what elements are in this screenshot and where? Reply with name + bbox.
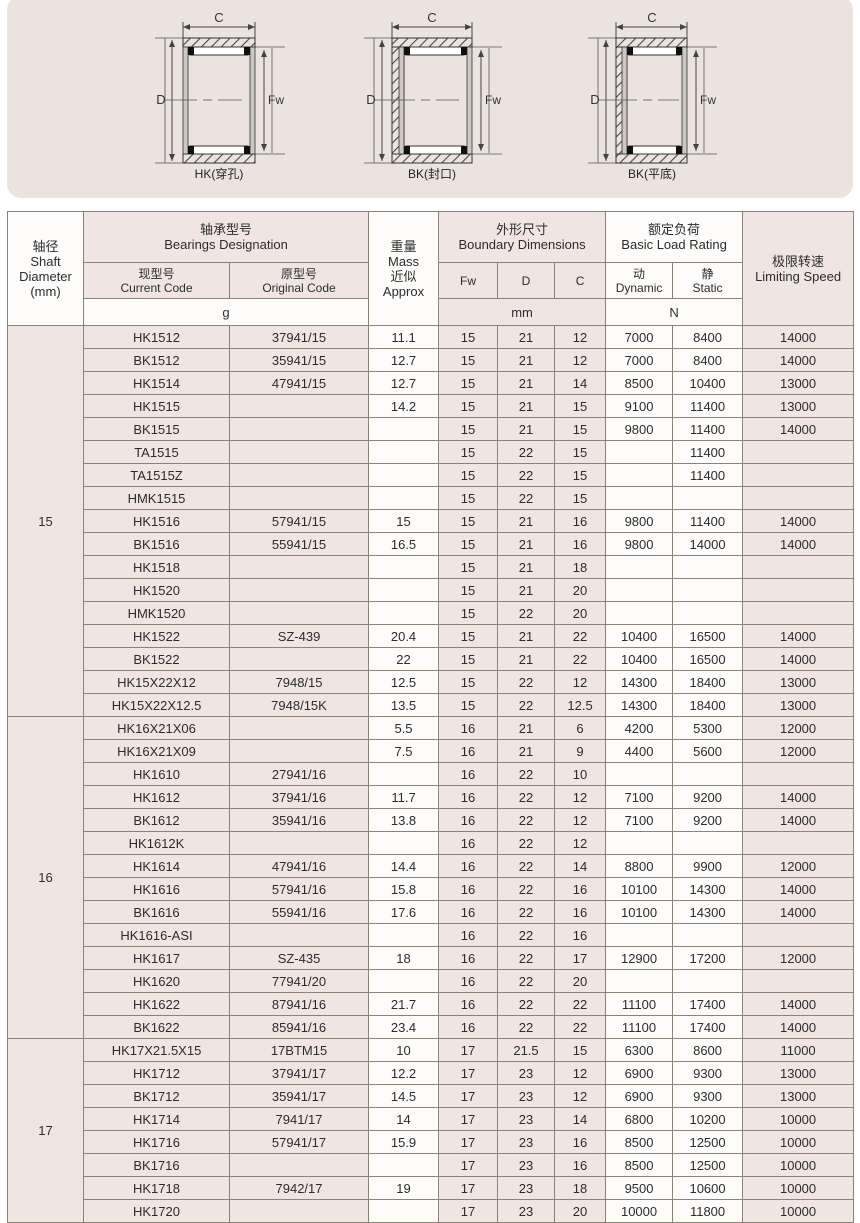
svg-text:Fw: Fw [268,93,284,107]
svg-text:D: D [590,92,599,107]
svg-text:D: D [156,92,165,107]
svg-text:C: C [647,10,656,25]
svg-text:C: C [214,10,223,25]
svg-text:Fw: Fw [700,93,716,107]
svg-text:HK(穿孔): HK(穿孔) [195,166,244,181]
svg-text:BK(平底): BK(平底) [628,166,676,181]
svg-text:D: D [366,92,375,107]
svg-text:BK(封口): BK(封口) [408,167,456,181]
svg-text:Fw: Fw [485,93,501,107]
svg-text:C: C [427,10,436,25]
